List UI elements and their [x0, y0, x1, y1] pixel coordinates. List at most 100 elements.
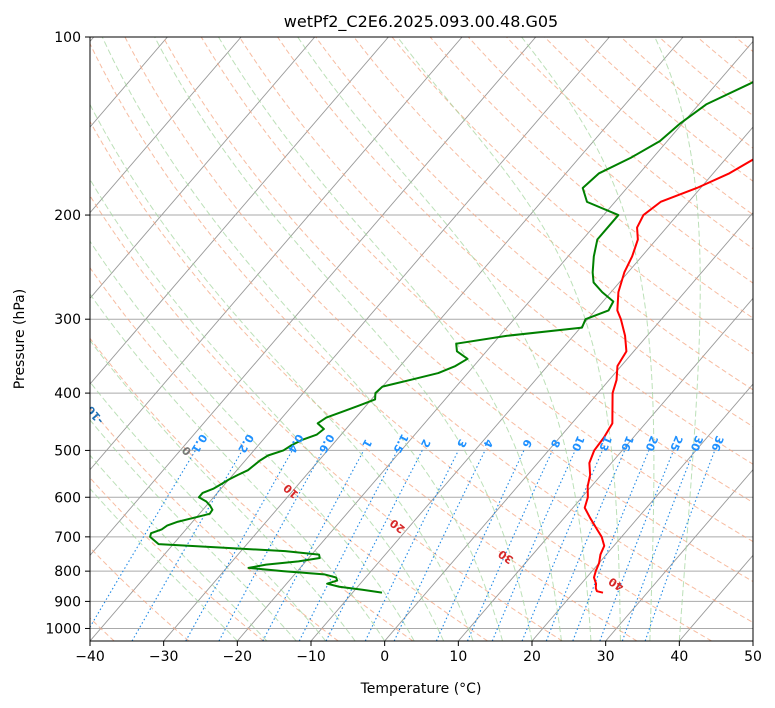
moist-adiabat-line [218, 37, 562, 641]
y-axis: 100 200 300 400 500 600 700 800 900 1000 [45, 30, 90, 637]
mixing-ratio-label: 0.6 [316, 432, 337, 456]
moist-adiabat-line [90, 103, 474, 641]
dry-adiabat-line [238, 37, 753, 504]
isotherm-line [605, 468, 753, 641]
moist-adiabat-line [397, 37, 621, 641]
isotherm-line [90, 37, 610, 641]
y-tick-label: 100 [54, 30, 81, 46]
mixing-ratio-label: 0.4 [285, 432, 306, 456]
mixing-ratio-line [298, 450, 398, 641]
chart-title: wetPf2_C2E6.2025.093.00.48.G05 [284, 12, 558, 32]
isotherm-line [310, 126, 753, 641]
isotherm-line [531, 383, 753, 641]
mixing-ratio-label: 16 [618, 434, 636, 454]
mixing-ratio-line [435, 450, 525, 641]
mixing-ratio-label: 3 [454, 437, 469, 450]
isotherm-line [457, 297, 753, 641]
y-tick-label: 500 [54, 443, 81, 459]
mixing-ratio-line [467, 450, 553, 641]
x-axis-title: Temperature (°C) [360, 681, 482, 697]
y-tick-label: 200 [54, 208, 81, 224]
dry-adiabat-line [200, 37, 753, 543]
moist-adiabat-line [521, 37, 655, 641]
mixing-ratio-line [621, 450, 695, 641]
x-tick-label: 50 [744, 649, 762, 665]
isotherm-line [236, 40, 753, 641]
dry-adiabat-label: 40 [606, 574, 626, 593]
moist-adiabat-line [654, 37, 701, 641]
moist-adiabat-line [90, 240, 415, 641]
moist-adiabat-line [90, 454, 268, 641]
dry-adiabat-line [276, 37, 753, 465]
dry-adiabat-line [90, 194, 563, 641]
mixing-ratio-line [521, 450, 603, 641]
mixing-ratio-line [364, 450, 459, 641]
y-tick-label: 700 [54, 530, 81, 546]
x-tick-label: −40 [75, 649, 105, 665]
moist-adiabat-line [154, 37, 533, 641]
x-tick-label: 20 [523, 649, 541, 665]
dry-adiabat-line [391, 37, 753, 355]
dry-adiabat-line [90, 477, 264, 641]
mixing-ratio-label: 25 [667, 434, 685, 453]
mixing-ratio-line [599, 450, 675, 641]
mixing-ratio-line [545, 450, 626, 641]
mixing-ratio-label: 6 [519, 437, 534, 450]
y-tick-label: 800 [54, 564, 81, 580]
mixing-ratio-label: 20 [642, 434, 660, 453]
y-tick-label: 300 [54, 312, 81, 328]
mixing-ratio-label: 36 [708, 434, 726, 453]
plot-frame [89, 36, 754, 642]
mixing-ratio-line [218, 450, 324, 641]
mixing-ratio-label: 13 [596, 434, 614, 453]
plot-area: -100-90-80-70-60-50-40-30-20-10010203040… [90, 24, 775, 641]
temperature-profile-line [583, 158, 753, 594]
dry-adiabat-line [696, 37, 753, 85]
x-tick-label: 0 [380, 649, 389, 665]
isotherm-line [90, 37, 537, 557]
isotherm-line [90, 37, 242, 214]
x-tick-label: 30 [597, 649, 615, 665]
dry-adiabat-line [90, 266, 488, 641]
moist-adiabat-line [297, 37, 592, 641]
x-tick-label: −30 [149, 649, 179, 665]
profile-series [149, 80, 753, 594]
dry-adiabat-line [90, 120, 638, 641]
moist-adiabat-line [90, 419, 297, 641]
isotherm-line [384, 212, 753, 641]
isotherm-grid [90, 37, 753, 641]
dry-adiabat-line [758, 24, 775, 641]
dry-adiabats [90, 24, 775, 641]
mixing-ratio-line [644, 450, 716, 641]
dry-adiabat-line [734, 37, 753, 53]
isobar-grid [90, 37, 753, 629]
isotherm-line [90, 37, 463, 471]
dry-adiabat-line [543, 37, 753, 216]
isotherm-line [163, 37, 684, 641]
y-tick-label: 400 [54, 386, 81, 402]
mixing-ratio-line [491, 450, 576, 641]
y-tick-label: 900 [54, 594, 81, 610]
x-tick-label: −10 [296, 649, 326, 665]
dry-adiabat-line [467, 37, 753, 284]
dry-adiabat-line [124, 37, 753, 623]
dewpoint-profile-line [149, 80, 753, 594]
mixing-ratio-label: 8 [548, 437, 563, 449]
y-axis-title: Pressure (hPa) [12, 289, 28, 389]
mixing-ratio-label: 4 [480, 437, 495, 450]
dry-adiabat-line [162, 37, 753, 583]
moist-adiabat-line [90, 381, 327, 641]
y-tick-label: 1000 [45, 621, 81, 637]
dry-adiabat-line [582, 37, 753, 182]
dry-adiabat-line [90, 42, 712, 641]
isotherm-line [752, 640, 753, 641]
mixing-ratio-label: 10 [569, 434, 587, 454]
x-axis: −40 −30 −20 −10 0 10 20 30 40 50 [75, 641, 762, 665]
moist-adiabat-line [90, 487, 238, 641]
dry-adiabat-line [353, 37, 753, 391]
x-tick-label: 40 [670, 649, 688, 665]
moist-adiabat-line [90, 178, 445, 641]
dry-adiabat-label: 30 [496, 547, 516, 567]
mixing-ratio-label: 1 [359, 437, 374, 450]
